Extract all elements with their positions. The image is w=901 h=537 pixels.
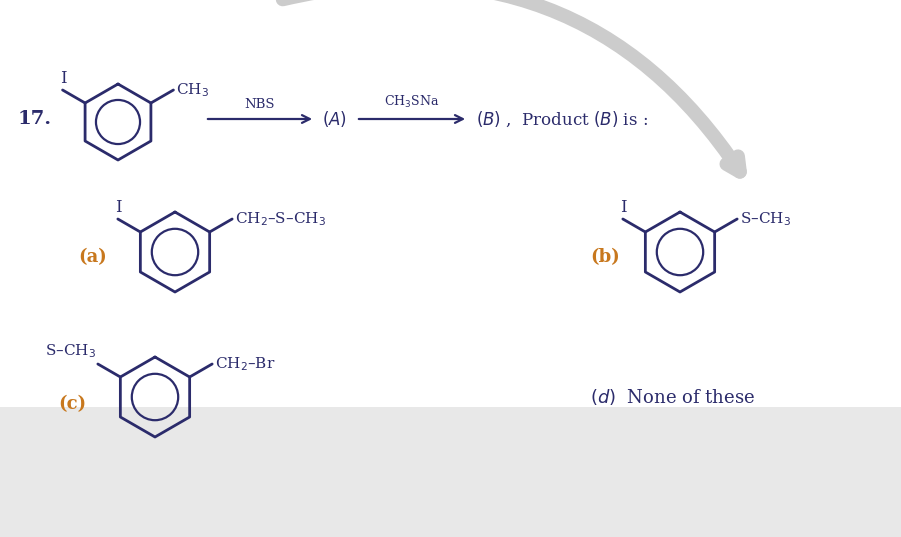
Text: CH$_3$SNa: CH$_3$SNa: [385, 94, 440, 110]
FancyBboxPatch shape: [0, 0, 901, 407]
Text: $(A)$: $(A)$: [322, 109, 347, 129]
Text: I: I: [621, 199, 627, 216]
Text: I: I: [115, 199, 123, 216]
Text: I: I: [60, 70, 67, 87]
Text: $(B)$ ,  Product $(B)$ is :: $(B)$ , Product $(B)$ is :: [476, 110, 648, 129]
Text: $(d)$  None of these: $(d)$ None of these: [590, 387, 755, 407]
Text: S–CH$_3$: S–CH$_3$: [45, 342, 96, 360]
Text: (b): (b): [590, 248, 620, 266]
Text: NBS: NBS: [245, 98, 275, 111]
Text: (c): (c): [58, 395, 86, 413]
Text: CH$_2$–S–CH$_3$: CH$_2$–S–CH$_3$: [235, 210, 326, 228]
Text: S–CH$_3$: S–CH$_3$: [740, 210, 791, 228]
Text: 17.: 17.: [18, 110, 52, 128]
Text: CH$_2$–Br: CH$_2$–Br: [215, 355, 276, 373]
Text: (a): (a): [78, 248, 106, 266]
Text: CH$_3$: CH$_3$: [177, 81, 209, 99]
